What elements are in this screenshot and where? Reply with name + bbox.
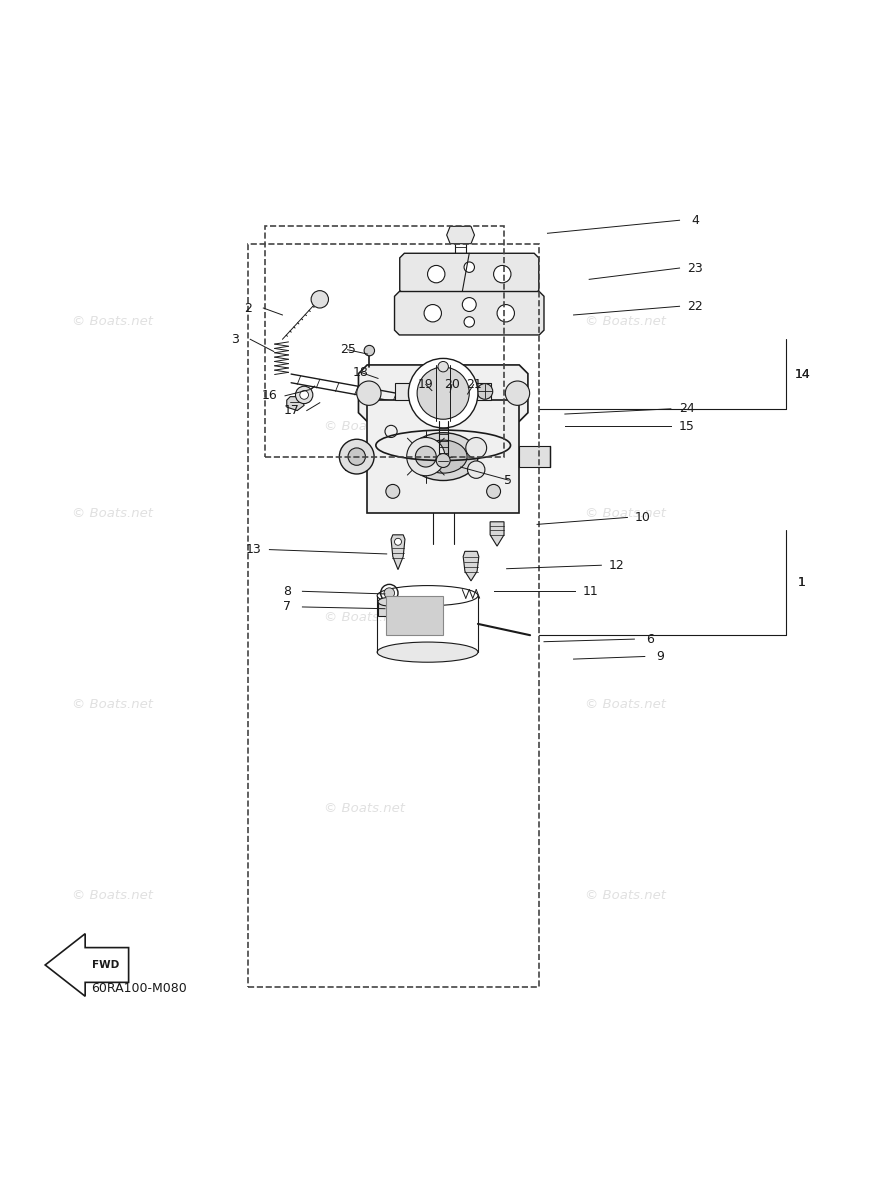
- Bar: [520, 446, 550, 467]
- Ellipse shape: [420, 440, 468, 473]
- Circle shape: [436, 454, 450, 468]
- Text: © Boats.net: © Boats.net: [585, 889, 667, 902]
- Text: © Boats.net: © Boats.net: [72, 889, 154, 902]
- Text: 60RA100-M080: 60RA100-M080: [91, 982, 187, 995]
- Text: 6: 6: [646, 632, 654, 646]
- Text: 22: 22: [687, 300, 703, 313]
- Text: 4: 4: [691, 214, 700, 227]
- Circle shape: [384, 588, 395, 599]
- Text: 9: 9: [656, 650, 665, 662]
- Text: 1: 1: [798, 576, 806, 589]
- Text: 24: 24: [679, 402, 694, 415]
- Polygon shape: [358, 365, 528, 421]
- Text: 5: 5: [504, 474, 513, 486]
- Ellipse shape: [408, 433, 478, 480]
- Text: 23: 23: [687, 262, 703, 275]
- Circle shape: [300, 390, 308, 400]
- Bar: [248, 244, 539, 986]
- Bar: [367, 400, 519, 514]
- Text: 21: 21: [466, 378, 481, 391]
- Text: 2: 2: [243, 301, 252, 314]
- Bar: [378, 601, 401, 616]
- Circle shape: [442, 396, 451, 404]
- Text: 13: 13: [246, 544, 262, 556]
- Text: © Boats.net: © Boats.net: [72, 506, 154, 520]
- Ellipse shape: [377, 586, 478, 606]
- Polygon shape: [45, 934, 129, 996]
- Text: 15: 15: [679, 420, 694, 433]
- Text: 16: 16: [262, 389, 277, 402]
- Polygon shape: [386, 595, 442, 635]
- Circle shape: [386, 485, 400, 498]
- Circle shape: [462, 298, 476, 312]
- Text: © Boats.net: © Boats.net: [585, 316, 667, 329]
- Circle shape: [408, 359, 478, 428]
- Text: 3: 3: [230, 332, 239, 346]
- Text: 19: 19: [418, 378, 434, 391]
- Text: © Boats.net: © Boats.net: [72, 697, 154, 710]
- Circle shape: [466, 438, 487, 458]
- Circle shape: [295, 386, 313, 403]
- Circle shape: [424, 305, 441, 322]
- Circle shape: [415, 376, 428, 390]
- Circle shape: [487, 485, 501, 498]
- Text: © Boats.net: © Boats.net: [324, 802, 406, 815]
- Circle shape: [348, 448, 365, 466]
- Bar: [395, 383, 491, 400]
- Circle shape: [415, 446, 436, 467]
- Text: 8: 8: [282, 584, 291, 598]
- Ellipse shape: [378, 598, 401, 606]
- Circle shape: [356, 382, 381, 406]
- Ellipse shape: [377, 642, 478, 662]
- Text: 7: 7: [282, 600, 291, 613]
- Text: 25: 25: [340, 343, 355, 356]
- Text: © Boats.net: © Boats.net: [324, 611, 406, 624]
- Circle shape: [468, 461, 485, 479]
- Circle shape: [417, 367, 469, 419]
- Circle shape: [311, 290, 328, 308]
- Circle shape: [494, 265, 511, 283]
- Circle shape: [506, 382, 530, 406]
- Text: © Boats.net: © Boats.net: [72, 316, 154, 329]
- Text: 18: 18: [353, 366, 368, 379]
- Circle shape: [364, 346, 375, 356]
- Circle shape: [438, 361, 448, 372]
- Text: 12: 12: [609, 559, 625, 571]
- Text: © Boats.net: © Boats.net: [585, 506, 667, 520]
- Text: © Boats.net: © Boats.net: [324, 420, 406, 433]
- Circle shape: [339, 439, 374, 474]
- Text: 10: 10: [635, 511, 651, 524]
- Circle shape: [464, 262, 474, 272]
- Text: 1: 1: [798, 576, 806, 589]
- Polygon shape: [287, 397, 304, 410]
- Circle shape: [428, 265, 445, 283]
- Polygon shape: [463, 551, 479, 581]
- Circle shape: [464, 317, 474, 328]
- Polygon shape: [395, 292, 544, 335]
- Text: 14: 14: [794, 367, 810, 380]
- Circle shape: [395, 539, 401, 545]
- Bar: [265, 227, 504, 457]
- Polygon shape: [400, 253, 539, 295]
- Polygon shape: [490, 522, 504, 546]
- Text: FWD: FWD: [92, 960, 120, 970]
- Circle shape: [497, 305, 514, 322]
- Text: © Boats.net: © Boats.net: [585, 697, 667, 710]
- Text: 11: 11: [583, 584, 599, 598]
- Text: 17: 17: [283, 404, 299, 418]
- Polygon shape: [447, 227, 474, 244]
- Text: 20: 20: [444, 378, 460, 391]
- Text: 14: 14: [794, 367, 810, 380]
- Polygon shape: [391, 535, 405, 570]
- Circle shape: [477, 384, 493, 400]
- Circle shape: [407, 438, 445, 475]
